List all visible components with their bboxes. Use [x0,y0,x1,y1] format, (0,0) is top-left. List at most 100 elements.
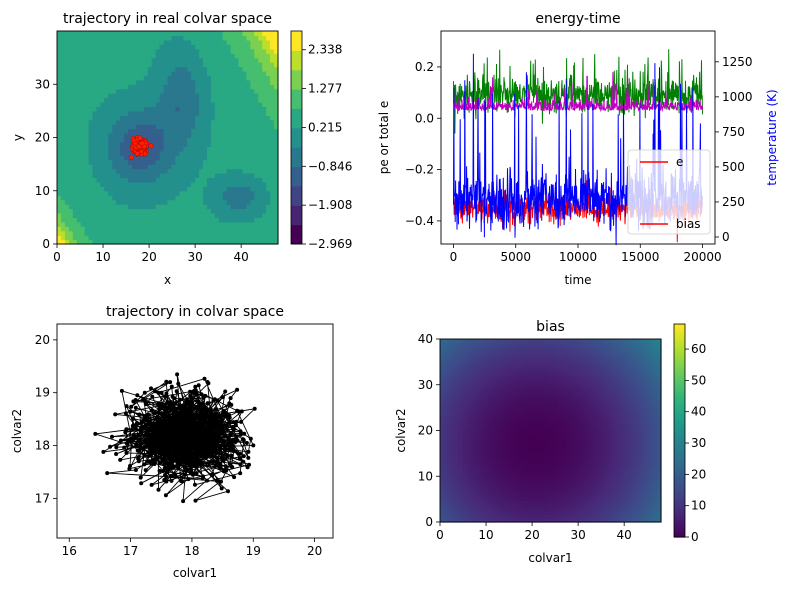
potential-cell [60,70,66,76]
bias-cell [491,459,496,465]
potential-cell [262,150,267,156]
bias-cell [443,456,448,461]
potential-cell [88,155,94,161]
bias-cell [469,364,474,369]
trajectory-points [93,372,257,504]
potential-cell [68,35,74,41]
potential-cell [159,119,165,125]
potential-cell [135,159,141,165]
potential-cell [210,190,216,196]
potential-cell [128,93,133,99]
potential-cell [195,217,200,223]
potential-cell [246,226,251,232]
bias-cell [509,415,515,421]
potential-cell [167,70,173,76]
bias-cell [447,408,452,413]
potential-cell [84,177,90,183]
potential-cell [214,57,220,63]
potential-cell [92,204,98,210]
potential-cell [203,75,208,81]
potential-cell [187,159,192,165]
bias-cell [440,415,445,421]
bias-cell [451,441,456,446]
potential-cell [242,110,248,116]
potential-cell [230,124,236,130]
potential-cell [175,190,180,196]
potential-cell [199,212,204,218]
potential-cell [187,62,192,68]
potential-cell [112,208,117,214]
bias-cell [458,390,463,395]
trajectory-point [161,469,166,473]
bias-cell [509,437,515,443]
trajectory-point [193,498,198,503]
potential-cell [191,48,196,54]
potential-cell [88,35,94,41]
potential-cell [92,124,98,130]
bias-cell [465,401,471,406]
trajectory-point [219,479,223,484]
potential-cell [238,44,244,50]
potential-cell [163,35,169,41]
potential-cell [112,62,117,68]
potential-cell [250,226,255,232]
bias-cell [502,445,507,450]
potential-cell [116,226,121,232]
potential-cell [246,84,251,90]
bias-cell [476,463,482,468]
potential-cell [234,48,240,54]
potential-cell [68,106,74,112]
potential-cell [139,195,145,201]
potential-cell [57,57,62,63]
potential-cell [76,155,82,161]
potential-cell [128,62,133,68]
potential-cell [230,137,236,143]
potential-cell [218,102,224,108]
potential-cell [120,124,125,130]
potential-cell [108,110,113,116]
potential-cell [195,57,200,63]
potential-cell [274,110,279,116]
potential-cell [57,128,62,134]
bias-cell [502,434,507,439]
trajectory-point [237,456,242,461]
potential-cell [135,115,141,121]
potential-cell [270,239,275,245]
bias-cell [473,478,478,483]
potential-cell [104,97,109,103]
potential-cell [68,44,74,50]
potential-cell [159,230,165,236]
bias-cell [473,459,478,465]
bias-cell [462,397,467,402]
bias-cell [465,375,471,380]
bias-cell [498,412,504,417]
potential-cell [262,119,267,125]
potential-cell [274,75,279,81]
potential-cell [187,168,192,174]
potential-cell [128,150,133,156]
bias-cell [440,426,445,432]
potential-cell [203,208,208,214]
bias-cell [509,492,515,497]
potential-cell [135,155,141,161]
potential-cell [171,84,176,90]
potential-cell [167,53,173,59]
potential-cell [254,141,259,147]
potential-cell [238,79,244,85]
bias-cell [502,375,507,380]
potential-cell [238,93,244,99]
potential-cell [210,208,216,214]
potential-cell [60,181,66,187]
potential-cell [175,217,180,223]
bias-cell [502,430,507,435]
chart_data.1-xtick-label: 10000 [559,250,597,264]
potential-cell [246,168,251,174]
bias-cell [491,474,496,479]
trajectory-point [142,462,147,467]
potential-cell [262,137,267,143]
potential-cell [84,75,90,81]
bias-cell [491,448,496,454]
potential-cell [242,35,248,41]
potential-cell [203,106,208,112]
bias-cell [473,368,478,373]
